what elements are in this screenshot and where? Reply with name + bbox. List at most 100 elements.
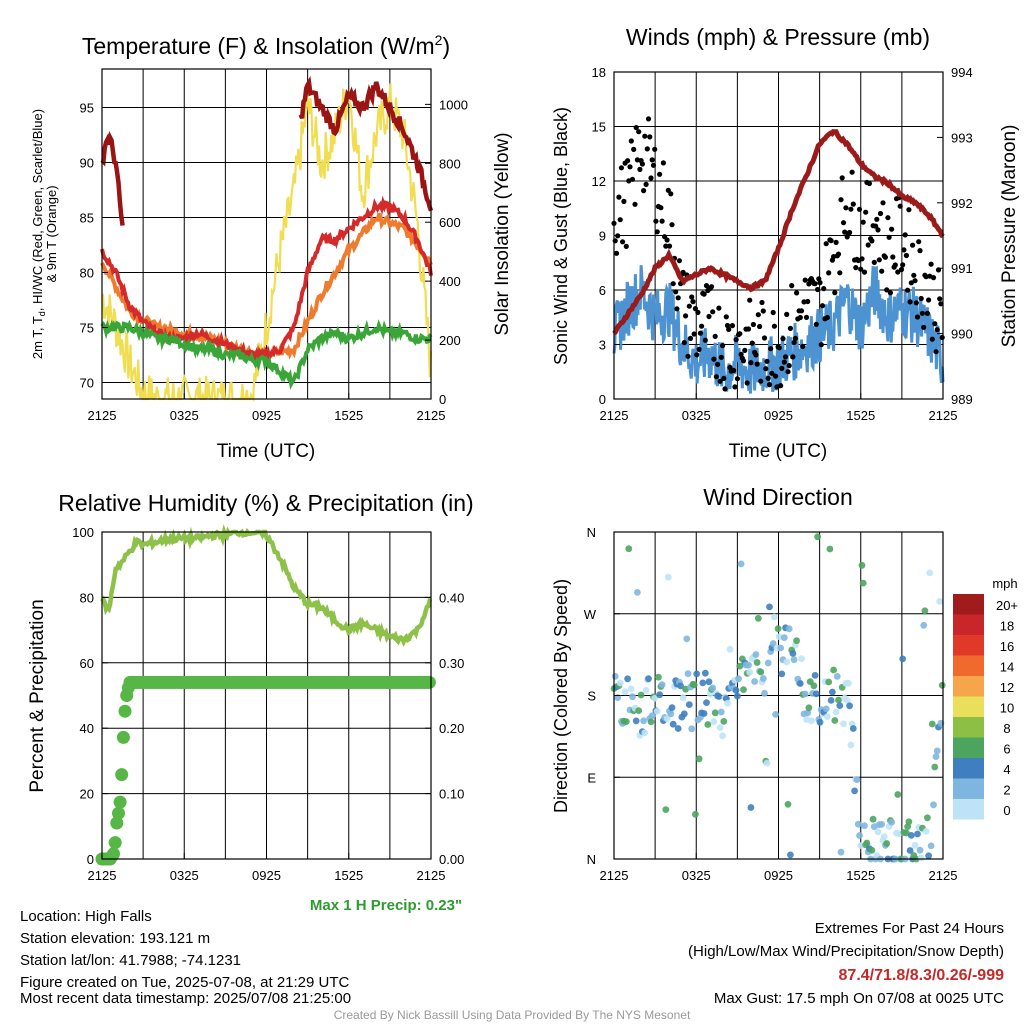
gust-point xyxy=(840,220,847,226)
direction-point xyxy=(921,607,929,615)
gust-point xyxy=(910,242,916,248)
info-elevation: Station elevation: 193.121 m xyxy=(20,930,210,947)
y-tick-label: 0.30 xyxy=(439,656,464,671)
gust-point xyxy=(797,314,803,321)
direction-point xyxy=(777,644,784,652)
gust-point xyxy=(616,194,622,200)
gust-point xyxy=(832,290,838,296)
temperature-y-label-left-line1: 2m T, Td, HI/WC (Red, Green, Scarlet/Blu… xyxy=(30,109,47,359)
x-tick-label: 0925 xyxy=(252,408,281,423)
gust-point xyxy=(649,157,655,163)
direction-point xyxy=(716,724,724,731)
wind-x-label: Time (UTC) xyxy=(729,441,828,462)
gust-point xyxy=(921,324,927,330)
legend-swatch xyxy=(953,696,984,717)
humidity-plot-area xyxy=(95,523,436,866)
x-tick-label: 2125 xyxy=(417,408,446,423)
gust-point xyxy=(887,290,894,296)
series-pressure-line xyxy=(612,129,945,336)
gust-point xyxy=(617,217,623,223)
direction-point xyxy=(622,718,630,725)
y-tick-label: 100 xyxy=(72,525,94,540)
direction-point xyxy=(766,603,773,611)
legend-label: 4 xyxy=(1003,762,1010,777)
gust-point xyxy=(633,125,639,131)
gust-point xyxy=(835,251,842,257)
gust-point xyxy=(722,386,728,392)
precip-point xyxy=(112,806,125,820)
legend-swatch xyxy=(953,717,984,738)
direction-point xyxy=(769,640,777,647)
direction-point xyxy=(754,614,762,622)
x-tick-label: 0325 xyxy=(170,868,199,883)
gust-point xyxy=(691,331,697,337)
direction-point xyxy=(787,851,794,859)
gust-point xyxy=(926,297,932,303)
direction-point xyxy=(798,655,805,663)
precip-point xyxy=(110,816,124,830)
gust-point xyxy=(900,262,906,268)
gust-point xyxy=(621,198,627,204)
y-tick-label: 0.10 xyxy=(439,787,464,802)
y-tick-label: 70 xyxy=(80,376,94,391)
gust-point xyxy=(924,310,931,316)
direction-point xyxy=(764,659,772,667)
direction-point xyxy=(711,709,719,717)
direction-point xyxy=(763,759,771,767)
direction-point xyxy=(732,686,740,694)
direction-y-ticks: N E S W N xyxy=(584,525,620,867)
legend-label: 2 xyxy=(1003,783,1010,798)
direction-point xyxy=(826,545,834,553)
gust-point xyxy=(644,146,650,152)
gust-point xyxy=(771,323,778,329)
gust-point xyxy=(683,313,689,319)
y-tick-label: 0.00 xyxy=(439,852,464,867)
gust-point xyxy=(731,367,737,374)
gust-point xyxy=(790,354,796,360)
y-tick-label: 75 xyxy=(80,321,94,336)
gust-point xyxy=(680,269,686,275)
direction-point xyxy=(641,729,649,737)
info-location: Location: High Falls xyxy=(20,908,152,925)
direction-point xyxy=(880,833,888,841)
gust-point xyxy=(764,358,770,364)
direction-point xyxy=(894,791,902,798)
direction-point xyxy=(783,658,791,666)
gust-point xyxy=(627,164,633,170)
gust-point xyxy=(681,340,687,346)
gust-point xyxy=(794,290,800,296)
gust-point xyxy=(791,339,797,346)
gust-point xyxy=(769,370,775,376)
direction-point xyxy=(705,678,713,686)
series-dewpoint-line xyxy=(100,319,433,390)
gust-point xyxy=(818,342,824,348)
direction-point xyxy=(663,715,671,722)
direction-point xyxy=(683,635,691,643)
direction-point xyxy=(717,708,725,716)
extremes-info: Extremes For Past 24 Hours (High/Low/Max… xyxy=(688,920,1004,1007)
gust-point xyxy=(913,300,919,306)
gust-point xyxy=(637,166,643,172)
direction-point xyxy=(899,655,907,663)
gust-point xyxy=(647,134,653,140)
legend-label: 16 xyxy=(1000,639,1014,654)
gust-point xyxy=(618,165,625,171)
direction-point xyxy=(859,579,867,587)
direction-point xyxy=(774,625,782,633)
gust-point xyxy=(702,337,708,343)
gust-point xyxy=(815,286,821,293)
direction-point xyxy=(837,848,845,856)
x-tick-label: 0925 xyxy=(252,868,281,883)
humidity-panel: Relative Humidity (%) & Precipitation (i… xyxy=(27,490,474,914)
gust-point xyxy=(749,340,755,346)
wind-y-label-right: Station Pressure (Maroon) xyxy=(999,125,1020,348)
series-heat-index-line xyxy=(100,130,125,226)
direction-point xyxy=(849,725,857,732)
y-tick-label: 0 xyxy=(87,852,94,867)
direction-point xyxy=(668,704,676,711)
direction-point xyxy=(680,710,688,718)
direction-point xyxy=(846,702,853,710)
temperature-y-label-left-line2: & 9m T (Orange) xyxy=(44,185,59,282)
y-tick-label: 200 xyxy=(439,333,461,348)
gust-point xyxy=(659,218,665,224)
